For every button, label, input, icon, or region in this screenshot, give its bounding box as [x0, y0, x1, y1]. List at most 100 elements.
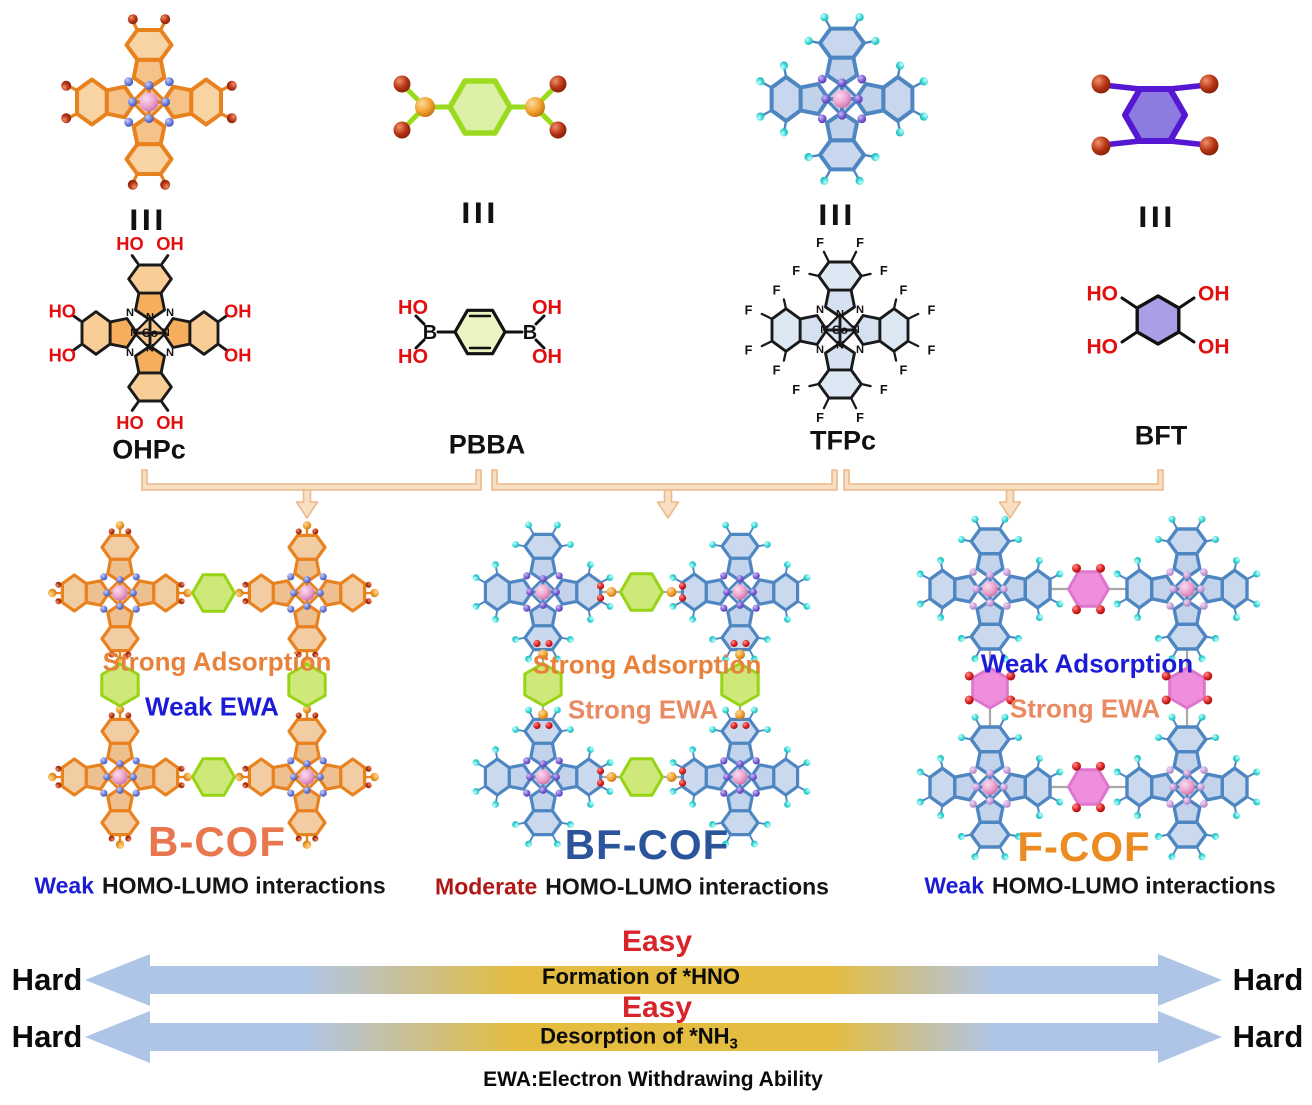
combination-bracket: [843, 469, 1164, 519]
atom-sphere: [1212, 734, 1219, 741]
atom-sphere: [1253, 798, 1261, 806]
atom-sphere: [1015, 734, 1022, 741]
atom-sphere: [549, 75, 567, 93]
atom-label: F: [928, 303, 936, 318]
atom-label: N: [126, 347, 134, 359]
atom-sphere: [1199, 136, 1219, 156]
atom-sphere: [1166, 602, 1174, 610]
atom-sphere: [160, 14, 171, 25]
atom-sphere: [115, 521, 125, 530]
atom-sphere: [125, 528, 132, 535]
atom-sphere: [116, 602, 124, 610]
atom-sphere: [720, 572, 728, 580]
equivalence-symbol-bft: III: [1138, 201, 1176, 234]
atom-sphere: [567, 541, 574, 548]
atom-sphere: [492, 746, 499, 753]
atom-sphere: [1113, 600, 1121, 608]
atom-sphere: [525, 521, 532, 529]
atom-sphere: [971, 655, 979, 663]
atom-sphere: [535, 584, 551, 600]
atom-sphere: [523, 789, 531, 797]
atom-label: F: [773, 283, 781, 298]
atom-sphere: [709, 541, 716, 548]
atom-sphere: [937, 755, 944, 762]
fcof-homo-lumo-line: Weak HOMO-LUMO interactions: [924, 873, 1275, 900]
atom-label: OH: [224, 345, 251, 366]
atom-sphere: [964, 695, 974, 705]
atom-sphere: [533, 721, 541, 730]
atom-sphere: [319, 573, 327, 581]
atom-sphere: [370, 772, 379, 782]
atom-sphere: [512, 821, 519, 828]
atom-sphere: [303, 786, 311, 794]
atom-sphere: [312, 651, 319, 658]
atom-sphere: [722, 840, 729, 848]
atom-label: N: [146, 343, 154, 355]
atom-sphere: [1134, 614, 1141, 621]
atom-sphere: [969, 800, 977, 808]
bfcof-homo-prefix: Moderate: [435, 873, 538, 900]
atom-sphere: [160, 179, 171, 190]
atom-sphere: [472, 602, 480, 610]
atom-sphere: [596, 582, 605, 590]
atom-sphere: [986, 599, 994, 607]
atom-sphere: [1036, 557, 1043, 564]
atom-sphere: [736, 575, 744, 583]
atom-sphere: [525, 840, 532, 848]
atom-sphere: [820, 13, 829, 22]
atom-sphere: [606, 603, 614, 610]
atom-sphere: [555, 572, 563, 580]
atom-sphere: [302, 521, 312, 530]
down-arrow-icon: [295, 489, 319, 519]
atom-sphere: [958, 536, 965, 543]
atom-sphere: [554, 655, 561, 663]
atom-sphere: [554, 840, 561, 848]
atom-sphere: [1134, 812, 1141, 819]
linker-hexagon: [619, 757, 664, 797]
atom-sphere: [1212, 536, 1219, 543]
atom-sphere: [303, 602, 311, 610]
atom-sphere: [871, 153, 880, 162]
atom-sphere: [555, 757, 563, 765]
atom-sphere: [538, 649, 548, 660]
atom-sphere: [1096, 803, 1105, 813]
atom-sphere: [722, 521, 729, 529]
atom-sphere: [969, 766, 977, 774]
formation-scale-arrow: [85, 954, 1222, 1006]
atom-sphere: [752, 604, 760, 612]
atom-sphere: [526, 588, 534, 596]
atom-sphere: [552, 773, 560, 781]
atom-sphere: [299, 585, 315, 601]
atom-sphere: [1233, 755, 1240, 762]
bft-3d-molecule: [1091, 74, 1219, 156]
bft-3d-structure: [1091, 74, 1219, 156]
subscript-text: 3: [729, 1035, 738, 1053]
atom-sphere: [1091, 74, 1111, 94]
atom-sphere: [606, 759, 614, 767]
atom-sphere: [756, 77, 765, 86]
atom-sphere: [108, 712, 115, 719]
atom-sphere: [751, 706, 758, 714]
atom-sphere: [732, 584, 748, 600]
atom-sphere: [669, 602, 677, 610]
atom-sphere: [303, 760, 311, 768]
fcof-panel-group: [916, 515, 1261, 861]
atom-sphere: [1203, 671, 1213, 681]
linker-hexagon: [1067, 768, 1110, 806]
atom-sphere: [855, 13, 864, 22]
atom-sphere: [916, 768, 924, 776]
atom-sphere: [365, 581, 372, 588]
bcof-pc-cross: [235, 705, 379, 849]
atom-sphere: [1161, 695, 1171, 705]
combination-bracket: [141, 469, 482, 519]
atom-sphere: [1233, 812, 1240, 819]
combination-bracket: [491, 469, 838, 519]
bcof-homo-rest: HOMO-LUMO interactions: [102, 872, 386, 899]
atom-sphere: [472, 574, 480, 581]
atom-sphere: [549, 121, 567, 139]
atom-sphere: [112, 585, 128, 601]
atom-sphere: [596, 767, 605, 775]
bfcof-homo-rest: HOMO-LUMO interactions: [545, 873, 829, 900]
atom-sphere: [919, 77, 928, 86]
